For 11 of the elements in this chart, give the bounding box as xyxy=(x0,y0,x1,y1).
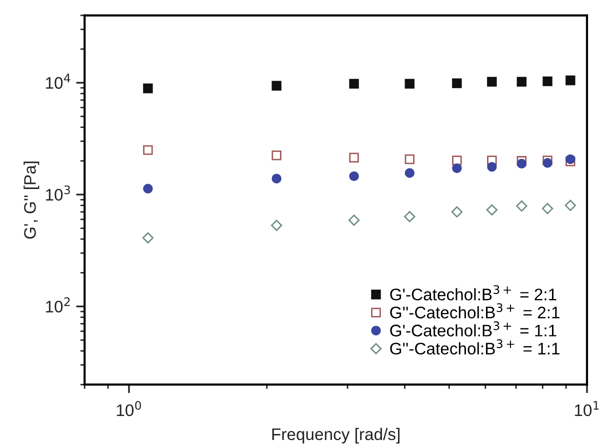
y-tick-label: 10$^{3}$ xyxy=(46,185,70,201)
legend-label: G'-Catechol:B$^{3+}$ = 1:1 xyxy=(390,321,556,336)
legend-label: G''-Catechol:B$^{3+}$ = 2:1 xyxy=(390,303,560,318)
y-tick-label: 10$^{2}$ xyxy=(46,297,70,312)
x-tick-label: 10$^{0}$ xyxy=(116,400,141,416)
y-axis-title: G', G'' [Pa] xyxy=(24,162,40,239)
x-axis-title: Frequency [rad/s] xyxy=(272,428,400,444)
y-tick-label: 10$^{4}$ xyxy=(46,74,70,89)
legend-label: G''-Catechol:B$^{3+}$ = 1:1 xyxy=(390,339,560,355)
x-tick-label: 10$^{1}$ xyxy=(574,401,599,416)
legend-label: G'-Catechol:B$^{3+}$ = 2:1 xyxy=(390,285,556,300)
